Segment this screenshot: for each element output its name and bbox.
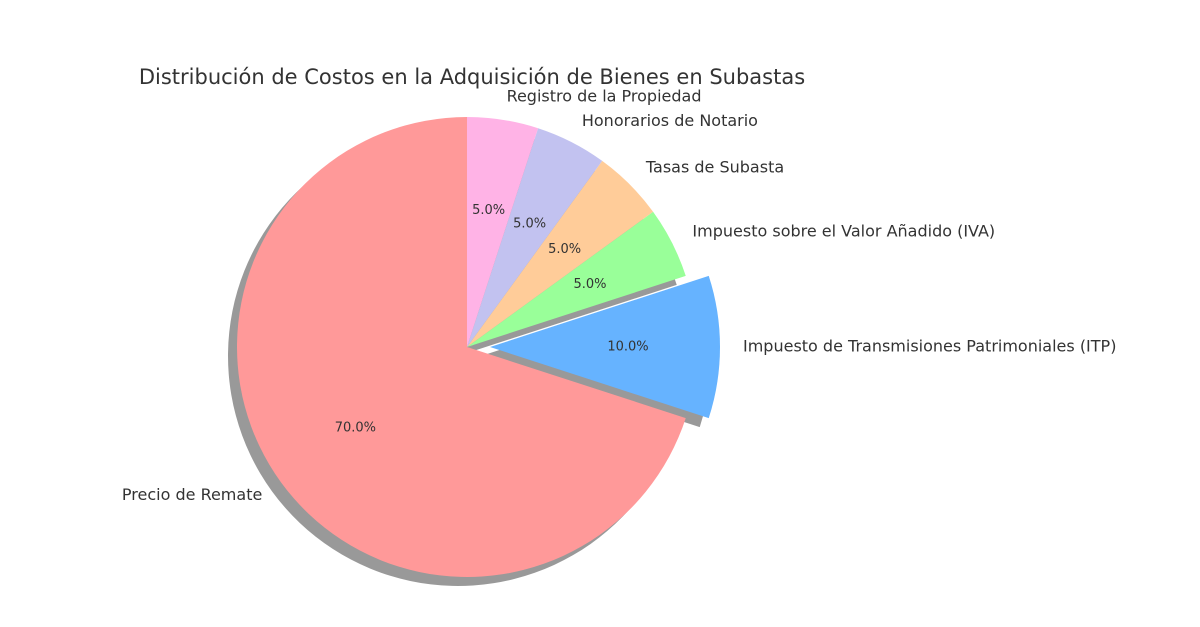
slice <box>467 128 603 347</box>
value-label: 5.0% <box>548 242 581 257</box>
slice-label: Precio de Remate <box>122 485 262 504</box>
slice-label: Registro de la Propiedad <box>507 87 702 106</box>
value-label: 10.0% <box>607 340 648 355</box>
chart-title: Distribución de Costos en la Adquisición… <box>139 65 805 89</box>
value-label: 5.0% <box>573 277 606 292</box>
slice-label: Tasas de Subasta <box>645 158 784 177</box>
value-label: 70.0% <box>335 421 376 436</box>
slice <box>467 211 686 347</box>
slice <box>236 117 686 577</box>
slice <box>490 275 720 419</box>
value-label: 5.0% <box>472 203 505 218</box>
slice-label: Impuesto sobre el Valor Añadido (IVA) <box>692 222 995 241</box>
slices <box>236 117 720 577</box>
slice-label: Honorarios de Notario <box>582 111 758 130</box>
slice <box>467 117 539 347</box>
slice-label: Impuesto de Transmisiones Patrimoniales … <box>743 337 1116 356</box>
slice <box>467 160 654 347</box>
value-label: 5.0% <box>513 217 546 232</box>
